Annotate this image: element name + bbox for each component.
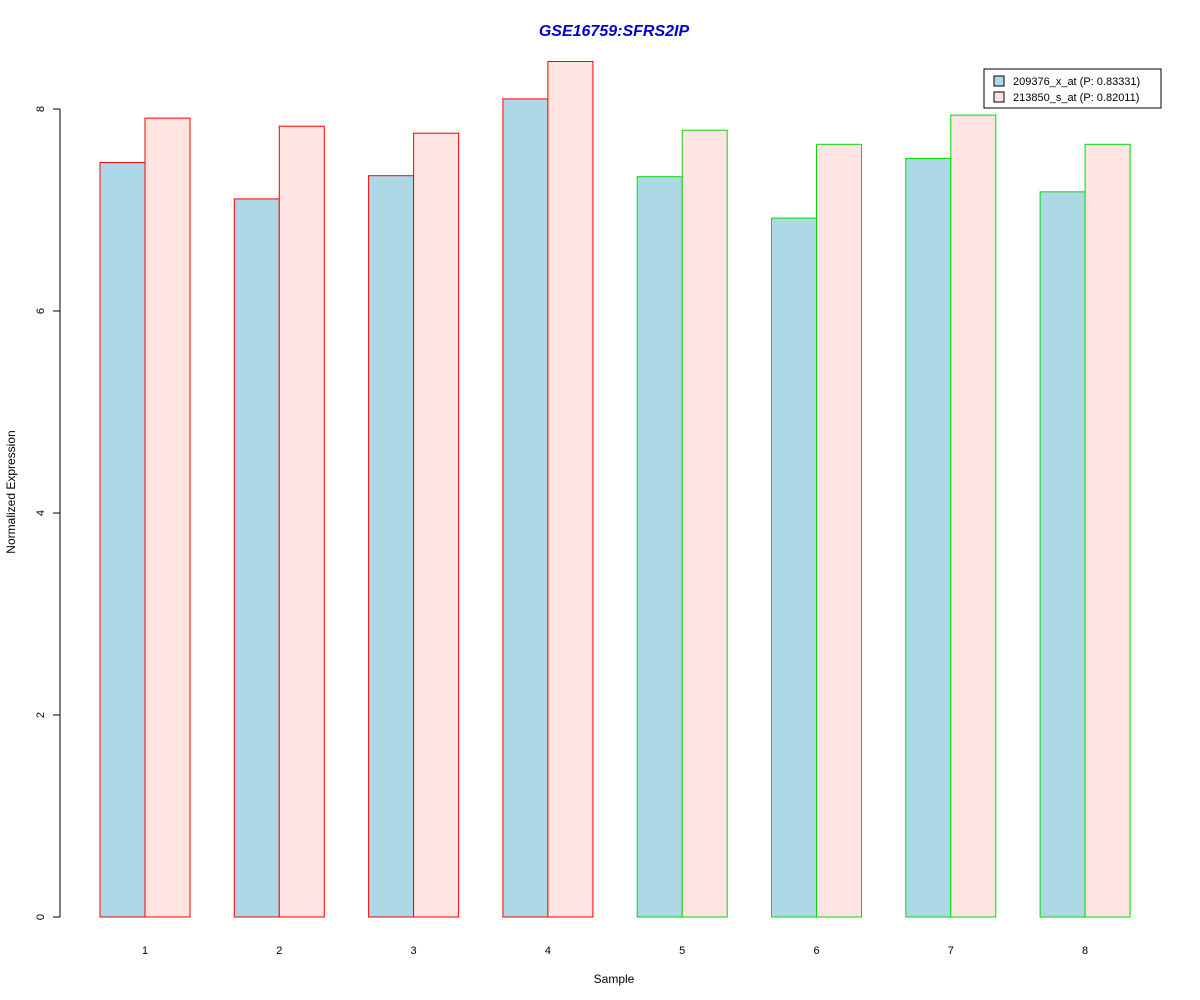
legend-label: 209376_x_at (P: 0.83331) (1013, 76, 1140, 88)
bar-sample-4-series-2 (547, 61, 594, 918)
x-tick-label: 4 (545, 945, 551, 957)
x-axis-label: Sample (594, 972, 635, 986)
y-tick-label: 0 (35, 914, 47, 920)
y-axis: 0 2 4 6 8 (35, 106, 61, 920)
bar-sample-7-series-1 (905, 158, 952, 918)
y-tick-label: 2 (35, 712, 47, 718)
y-axis-label: Normalized Expression (4, 430, 18, 553)
bar-sample-1-series-1 (99, 162, 146, 918)
y-tick-label: 6 (35, 308, 47, 314)
bars-layer (99, 61, 1131, 918)
y-tick-label: 4 (35, 510, 47, 516)
legend-box (983, 68, 1162, 109)
bar-sample-3-series-1 (368, 175, 415, 918)
chart-title: GSE16759:SFRS2IP (539, 23, 690, 40)
x-tick-label: 5 (679, 945, 685, 957)
bar-sample-5-series-2 (681, 129, 728, 918)
bar-sample-8-series-2 (1084, 143, 1131, 918)
bar-sample-6-series-1 (771, 217, 817, 918)
x-tick-label: 8 (1082, 945, 1088, 957)
bar-sample-2-series-1 (233, 198, 280, 918)
legend: 209376_x_at (P: 0.83331) 213850_s_at (P: … (983, 68, 1162, 109)
legend-label: 213850_s_at (P: 0.82011) (1013, 92, 1139, 104)
x-tick-label: 2 (276, 945, 282, 957)
bar-sample-2-series-2 (278, 125, 325, 918)
y-tick-label: 8 (35, 106, 47, 112)
bar-sample-1-series-2 (144, 117, 191, 918)
bar-sample-8-series-1 (1039, 191, 1086, 918)
x-tick-label: 6 (813, 945, 819, 957)
bar-sample-4-series-1 (502, 98, 549, 918)
legend-swatch (993, 91, 1005, 103)
x-tick-label: 3 (411, 945, 417, 957)
legend-swatch (993, 75, 1005, 87)
bar-sample-7-series-2 (950, 114, 997, 918)
bar-sample-6-series-2 (816, 143, 862, 918)
bar-sample-3-series-2 (413, 132, 460, 918)
x-tick-label: 7 (948, 945, 954, 957)
x-tick-label: 1 (142, 945, 148, 957)
bar-sample-5-series-1 (636, 176, 683, 918)
x-axis: 1 2 3 4 5 6 7 8 (142, 945, 1088, 957)
